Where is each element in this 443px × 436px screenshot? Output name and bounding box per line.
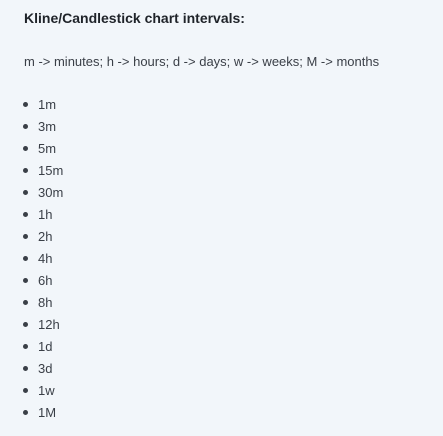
interval-label: 1h	[38, 207, 53, 222]
bullet-icon	[23, 212, 28, 217]
bullet-icon	[23, 102, 28, 107]
bullet-icon	[23, 388, 28, 393]
interval-label: 8h	[38, 295, 53, 310]
interval-label: 6h	[38, 273, 53, 288]
interval-label: 12h	[38, 317, 60, 332]
interval-label: 4h	[38, 251, 53, 266]
interval-label: 1M	[38, 405, 57, 420]
bullet-icon	[23, 168, 28, 173]
interval-label: 1m	[38, 97, 57, 112]
bullet-icon	[23, 278, 28, 283]
bullet-icon	[23, 234, 28, 239]
bullet-icon	[23, 146, 28, 151]
bullet-icon	[23, 366, 28, 371]
interval-label: 30m	[38, 185, 64, 200]
interval-label: 1w	[38, 383, 55, 398]
bullet-icon	[23, 322, 28, 327]
bullet-icon	[23, 124, 28, 129]
interval-label: 3m	[38, 119, 57, 134]
bullet-icon	[23, 410, 28, 415]
bullet-icon	[23, 256, 28, 261]
bullet-icon	[23, 190, 28, 195]
bullet-icon	[23, 344, 28, 349]
interval-label: 2h	[38, 229, 53, 244]
bullet-icon	[23, 300, 28, 305]
interval-label: 15m	[38, 163, 64, 178]
interval-unit-legend: m -> minutes; h -> hours; d -> days; w -…	[24, 54, 380, 69]
page-heading: Kline/Candlestick chart intervals:	[24, 10, 245, 26]
interval-label: 5m	[38, 141, 57, 156]
interval-label: 3d	[38, 361, 53, 376]
interval-label: 1d	[38, 339, 53, 354]
